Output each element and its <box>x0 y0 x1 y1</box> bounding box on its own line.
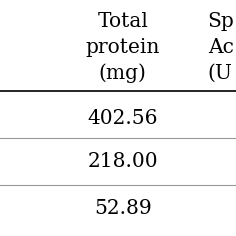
Text: Sp: Sp <box>208 12 234 31</box>
Text: (U: (U <box>208 64 232 83</box>
Text: 402.56: 402.56 <box>88 109 158 127</box>
Text: Ac: Ac <box>208 38 234 57</box>
Text: 218.00: 218.00 <box>87 152 158 171</box>
Text: (mg): (mg) <box>99 63 147 83</box>
Text: 52.89: 52.89 <box>94 199 152 218</box>
Text: protein: protein <box>85 38 160 57</box>
Text: Total: Total <box>97 12 148 31</box>
